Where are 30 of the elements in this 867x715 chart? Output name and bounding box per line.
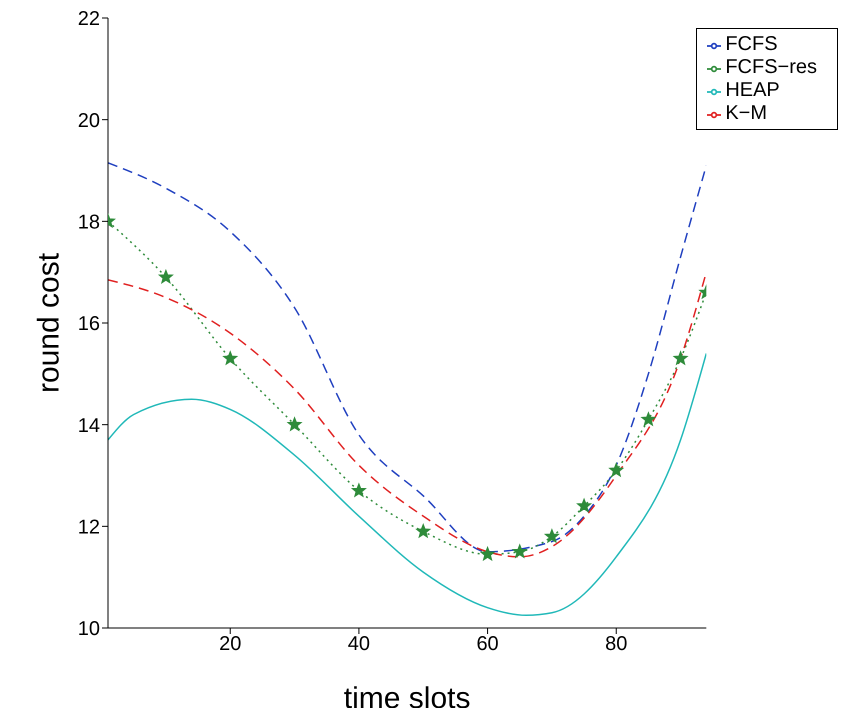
- legend-label: FCFS: [725, 33, 778, 55]
- y-tick-label: 20: [78, 110, 100, 132]
- point: [287, 417, 302, 431]
- point: [641, 412, 656, 426]
- x-tick-label: 20: [219, 633, 242, 656]
- y-tick-label: 22: [78, 8, 100, 30]
- point: [223, 351, 238, 365]
- y-tick-label: 10: [78, 618, 100, 640]
- point: [416, 524, 430, 538]
- y-tick-label: 18: [78, 211, 100, 234]
- point: [544, 529, 560, 543]
- x-tick-label: 60: [476, 633, 499, 656]
- point: [352, 483, 366, 497]
- y-axis-title: round cost: [32, 252, 66, 394]
- x-tick-label: 40: [348, 633, 370, 656]
- point: [512, 544, 527, 558]
- y-tick-label: 16: [78, 313, 100, 336]
- point: [480, 546, 495, 560]
- y-tick-label: 14: [78, 414, 100, 437]
- legend-label: HEAP: [725, 79, 780, 101]
- legend-label: K−M: [725, 102, 767, 124]
- line-series: [108, 352, 706, 616]
- point: [673, 351, 688, 365]
- point: [158, 270, 174, 284]
- point: [609, 462, 624, 477]
- y-tick-label: 12: [78, 516, 100, 538]
- point: [576, 498, 592, 512]
- x-tick-label: 80: [605, 633, 628, 656]
- legend-label: FCFS−res: [725, 56, 817, 78]
- x-axis-title: time slots: [344, 682, 471, 715]
